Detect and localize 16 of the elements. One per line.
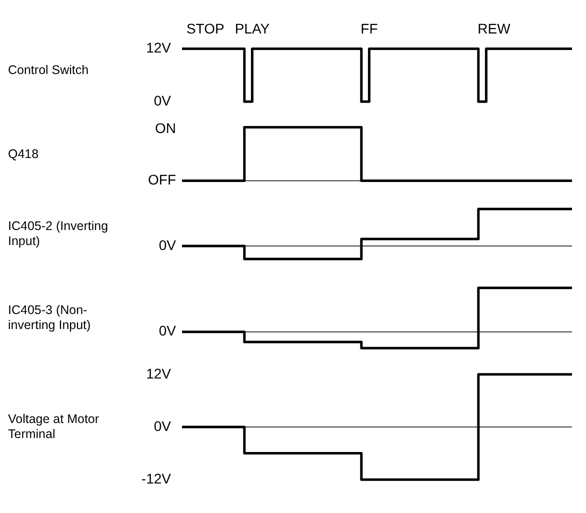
y-tick-label: 12V <box>146 40 172 56</box>
ref-line-label: OFF <box>148 172 176 188</box>
y-tick-label: 0V <box>154 92 172 108</box>
x-tick-label: FF <box>360 20 378 36</box>
text: ON <box>155 120 176 136</box>
x-tick-label: PLAY <box>234 20 270 36</box>
x-tick-label: REW <box>478 20 512 36</box>
x-tick-label: STOP <box>186 20 224 36</box>
y-tick-label: -12V <box>141 470 172 486</box>
y-tick-label: 0V <box>154 418 172 434</box>
y-axis-title: Control Switch <box>8 62 90 78</box>
y-axis-title: IC405-3 (Non-inverting Input) <box>8 303 92 333</box>
y-tick-label: 12V <box>146 365 172 382</box>
y-axis-title: Voltage at Motor Terminal <box>8 412 100 442</box>
y-axis-title: IC405-2 (Inverting Input) <box>8 219 110 249</box>
y-axis-title: Q418 <box>8 146 40 162</box>
